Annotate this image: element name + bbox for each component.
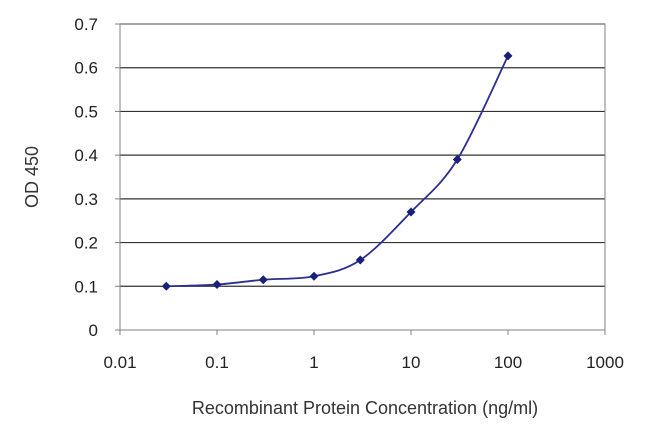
x-tick-label: 100 (494, 353, 522, 372)
x-tick-label: 1000 (586, 353, 624, 372)
x-tick-label: 0.1 (205, 353, 229, 372)
plot-area (120, 24, 605, 330)
y-axis: 0 0.1 0.2 0.3 0.4 0.5 0.6 0.7 (74, 15, 120, 340)
y-tick-label: 0.4 (74, 146, 98, 165)
data-point (503, 51, 513, 61)
y-tick-label: 0.1 (74, 277, 98, 296)
data-point (406, 207, 416, 217)
x-tick-label: 10 (402, 353, 421, 372)
data-point (355, 255, 365, 265)
x-axis-title: Recombinant Protein Concentration (ng/ml… (192, 398, 538, 418)
data-point (161, 281, 171, 291)
x-axis: 0.01 0.1 1 10 100 1000 (103, 330, 624, 372)
data-point (258, 275, 268, 285)
data-point (212, 280, 222, 290)
y-tick-label: 0.6 (74, 59, 98, 78)
data-point (309, 271, 319, 281)
y-tick-label: 0 (89, 321, 98, 340)
plot-border (119, 23, 606, 331)
y-axis-title: OD 450 (22, 146, 42, 208)
x-tick-label: 0.01 (103, 353, 136, 372)
y-tick-label: 0.7 (74, 15, 98, 34)
y-tick-label: 0.3 (74, 190, 98, 209)
x-tick-label: 1 (309, 353, 318, 372)
data-point (452, 155, 462, 165)
y-tick-label: 0.2 (74, 234, 98, 253)
series-group (161, 51, 513, 291)
y-tick-label: 0.5 (74, 102, 98, 121)
